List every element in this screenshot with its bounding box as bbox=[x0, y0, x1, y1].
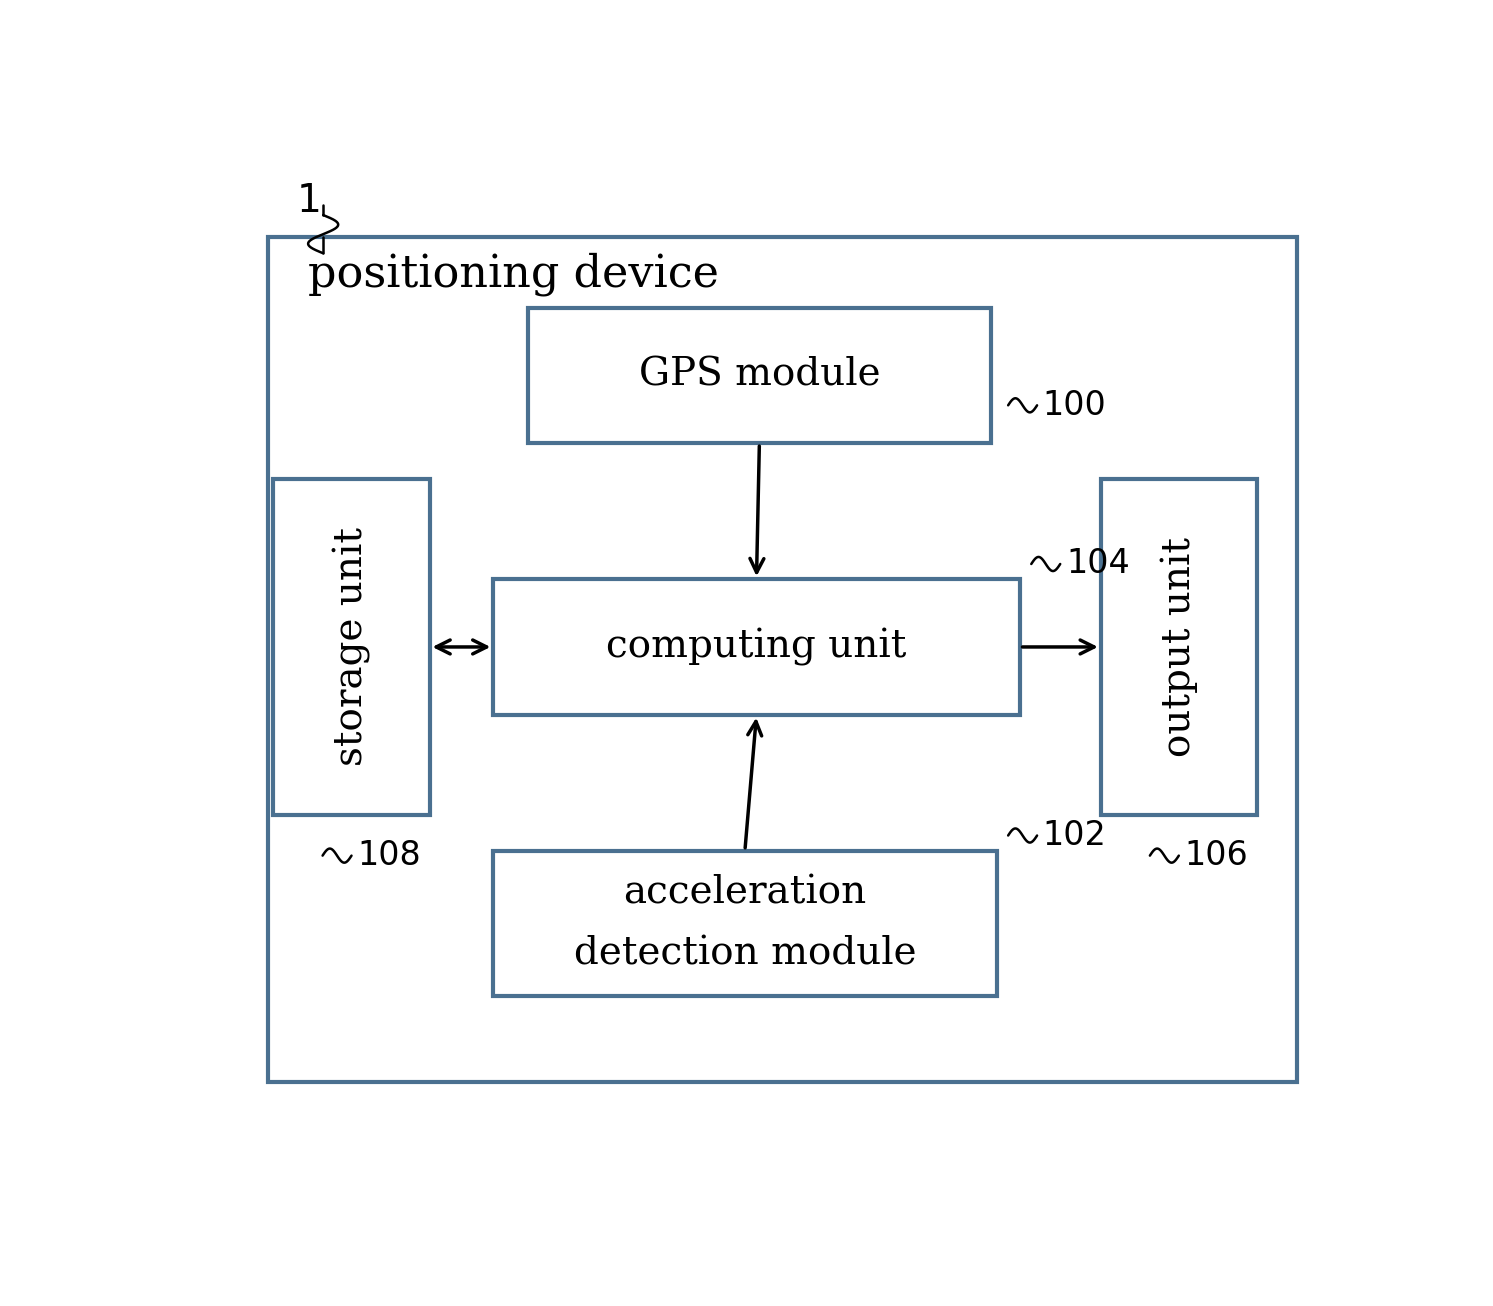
Text: 100: 100 bbox=[1044, 389, 1106, 422]
Bar bbox=[267, 238, 1297, 1081]
Bar bbox=[493, 579, 1020, 714]
Text: output unit: output unit bbox=[1160, 537, 1197, 757]
Text: 1: 1 bbox=[297, 182, 321, 219]
Bar bbox=[1100, 478, 1257, 815]
Text: positioning device: positioning device bbox=[308, 252, 720, 296]
Text: storage unit: storage unit bbox=[333, 528, 370, 767]
Text: acceleration: acceleration bbox=[623, 875, 866, 912]
Text: computing unit: computing unit bbox=[606, 628, 906, 666]
Text: 102: 102 bbox=[1042, 819, 1106, 852]
Bar bbox=[529, 308, 991, 443]
Text: GPS module: GPS module bbox=[639, 357, 881, 394]
Text: 106: 106 bbox=[1184, 840, 1248, 872]
Bar bbox=[493, 850, 997, 996]
Text: detection module: detection module bbox=[573, 935, 917, 972]
Text: 108: 108 bbox=[357, 840, 421, 872]
Bar bbox=[273, 478, 430, 815]
Text: 104: 104 bbox=[1066, 547, 1130, 580]
